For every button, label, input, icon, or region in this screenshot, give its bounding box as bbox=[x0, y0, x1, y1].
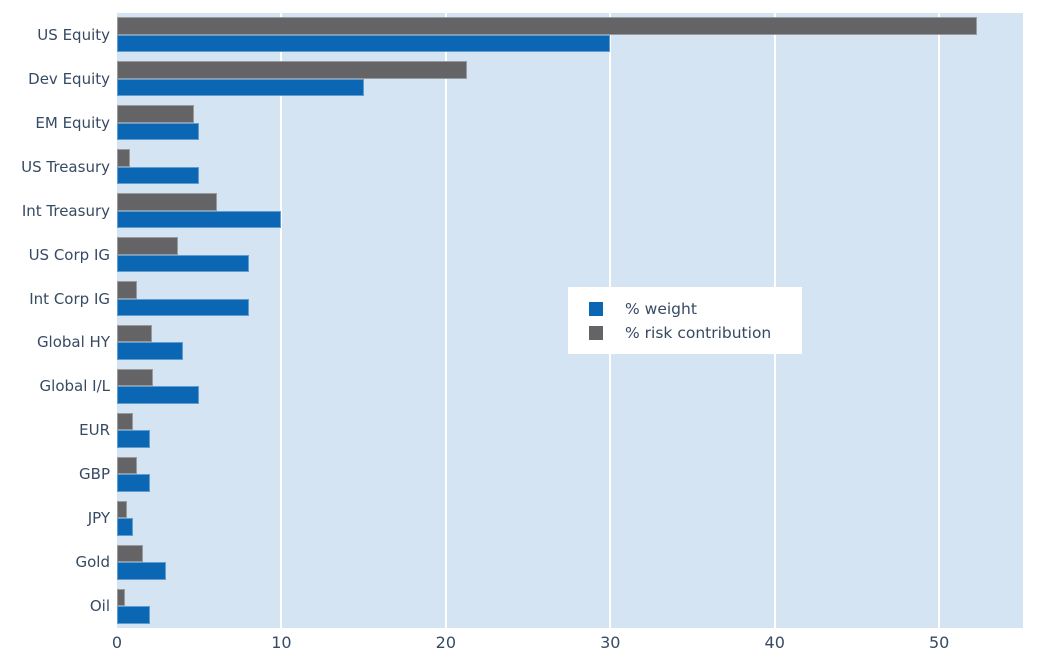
legend: % weight % risk contribution bbox=[568, 287, 802, 354]
y-tick-label: EUR bbox=[79, 421, 110, 440]
weight-bar bbox=[117, 166, 200, 185]
y-tick-label: Dev Equity bbox=[28, 69, 110, 88]
weight-bar bbox=[117, 606, 150, 624]
y-tick-label: US Treasury bbox=[21, 157, 110, 176]
gridline-x-20 bbox=[444, 13, 447, 628]
weight-bar bbox=[117, 386, 200, 404]
risk-contribution-bar bbox=[117, 500, 127, 519]
risk-contribution-bar bbox=[117, 544, 144, 563]
weight-bar bbox=[117, 122, 200, 141]
y-tick-label: EM Equity bbox=[35, 113, 110, 132]
y-tick-label: US Equity bbox=[37, 25, 110, 44]
x-tick-label: 10 bbox=[271, 633, 292, 652]
y-tick-label: Gold bbox=[75, 553, 111, 572]
weight-bar bbox=[117, 254, 249, 273]
y-tick-label: Global HY bbox=[36, 333, 110, 352]
legend-label-risk: % risk contribution bbox=[625, 323, 772, 342]
y-tick-label: Oil bbox=[89, 597, 110, 616]
x-tick-label: 50 bbox=[928, 633, 950, 652]
risk-contribution-bar bbox=[117, 456, 137, 475]
y-tick-label: JPY bbox=[87, 509, 110, 528]
plot-area bbox=[117, 13, 1023, 628]
risk-contribution-bar bbox=[117, 324, 152, 343]
weight-bar bbox=[117, 430, 150, 448]
legend-label-weight: % weight bbox=[625, 299, 697, 318]
y-tick-label: GBP bbox=[79, 465, 110, 484]
x-tick-label: 20 bbox=[435, 633, 457, 652]
weight-series-swatch-icon bbox=[589, 301, 603, 316]
y-tick-label: US Corp IG bbox=[28, 245, 110, 264]
risk-contribution-bar bbox=[117, 368, 154, 387]
risk-contribution-bar bbox=[117, 17, 977, 35]
weight-bar bbox=[117, 562, 167, 580]
gridline-x-10 bbox=[280, 13, 283, 628]
y-tick-label: Int Treasury bbox=[21, 201, 110, 220]
weight-bar bbox=[117, 518, 134, 536]
y-tick-label: Global I/L bbox=[39, 377, 110, 396]
risk-contribution-bar bbox=[117, 61, 468, 79]
risk-series-swatch-icon bbox=[589, 325, 603, 340]
risk-contribution-bar bbox=[117, 149, 131, 167]
risk-contribution-bar bbox=[117, 193, 218, 211]
legend-item-risk: % risk contribution bbox=[589, 323, 802, 342]
risk-contribution-bar bbox=[117, 412, 134, 431]
weight-bar bbox=[117, 78, 364, 97]
gridline-x-50 bbox=[938, 13, 941, 628]
risk-contribution-bar bbox=[117, 237, 178, 255]
risk-contribution-bar bbox=[117, 281, 137, 299]
risk-contribution-bar bbox=[117, 105, 195, 123]
y-tick-label: Int Corp IG bbox=[29, 289, 110, 308]
weight-bar bbox=[117, 298, 249, 317]
risk-contribution-bar bbox=[117, 588, 126, 607]
x-tick-label: 40 bbox=[764, 633, 785, 652]
weight-bar bbox=[117, 474, 150, 492]
x-tick-label: 30 bbox=[600, 633, 621, 652]
legend-item-weight: % weight bbox=[589, 299, 802, 318]
weight-bar bbox=[117, 34, 611, 53]
x-tick-label: 0 bbox=[111, 633, 123, 652]
weight-bar bbox=[117, 210, 282, 229]
weight-bar bbox=[117, 342, 183, 360]
